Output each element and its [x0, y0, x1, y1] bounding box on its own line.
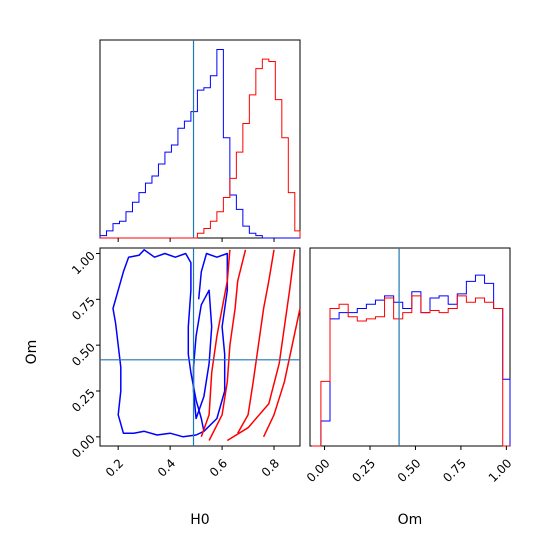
joint-x-tick-label: 0.8: [259, 456, 282, 479]
joint-x-axis-label: H0: [190, 512, 209, 528]
om-hist-frame: [309, 247, 511, 447]
om-hist-x-tick-label: 1.00: [486, 456, 515, 485]
joint-y-tick-label: 0.75: [69, 294, 98, 323]
red-contour-3: [237, 249, 275, 434]
om-marginal-histogram: 0.00 0.25 0.50 0.75 1.00: [304, 248, 515, 485]
red-contour-1: [200, 249, 231, 438]
joint-frame: [99, 247, 301, 447]
h0-om-contour-panel: 0.2 0.4 0.6 0.8 0.00 0.25 0.50 0.75 1.00: [69, 248, 301, 480]
om-hist-series-1: [311, 274, 511, 447]
red-contour-5: [262, 308, 301, 438]
h0-hist-series-1: [99, 49, 300, 239]
blue-contour-right: [197, 252, 229, 432]
h0-marginal-histogram: [99, 40, 301, 242]
joint-y-axis-label: Om: [24, 340, 40, 365]
red-contour-4: [226, 249, 296, 442]
blue-contour-outer: [112, 249, 205, 438]
joint-y-tick-label: 0.00: [69, 432, 98, 461]
h0-hist-series-2: [100, 58, 301, 239]
joint-x-tick-label: 0.6: [207, 456, 230, 479]
om-hist-x-axis-label: Om: [398, 512, 423, 528]
om-hist-x-tick-label: 0.50: [395, 456, 424, 485]
om-hist-x-tick-label: 0.75: [440, 456, 469, 485]
joint-y-tick-label: 0.50: [69, 340, 98, 369]
h0-hist-frame: [99, 39, 301, 239]
joint-x-tick-label: 0.2: [103, 456, 126, 479]
om-hist-series-2: [311, 295, 510, 447]
om-hist-x-tick-label: 0.25: [349, 456, 378, 485]
red-contour-2: [208, 249, 247, 441]
joint-y-tick-label: 1.00: [69, 249, 98, 278]
joint-y-tick-label: 0.25: [69, 386, 98, 415]
joint-x-tick-label: 0.4: [155, 456, 178, 479]
om-hist-x-tick-label: 0.00: [304, 456, 333, 485]
